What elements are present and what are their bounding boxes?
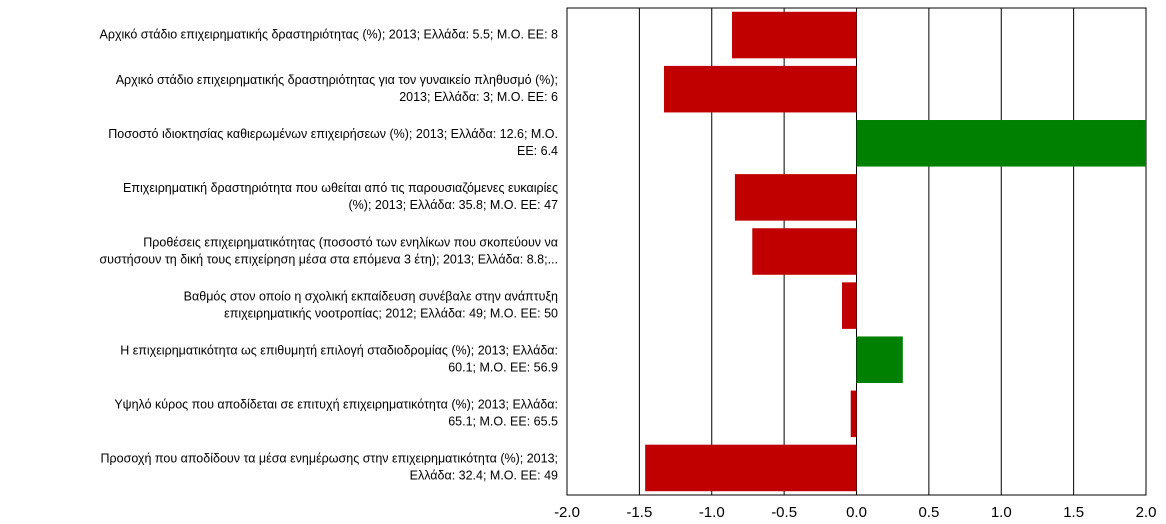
plot-frame	[566, 7, 1147, 496]
bar	[732, 11, 857, 59]
bar	[734, 174, 857, 221]
x-tick-label: 1.5	[1063, 504, 1084, 521]
bar	[752, 228, 857, 275]
bar	[645, 444, 857, 492]
y-tick-label: Ελλάδα: 32.4; Μ.Ο. ΕΕ: 49	[410, 469, 558, 483]
x-tick-label: -2.0	[554, 504, 580, 521]
x-tick-label: 0.0	[846, 504, 867, 521]
y-tick-label: 65.1; Μ.Ο. ΕΕ: 65.5	[448, 415, 558, 429]
y-tick-label: Η επιχειρηματικότητα ως επιθυμητή επιλογ…	[120, 344, 558, 358]
y-tick-label: Προθέσεις επιχειρηματικότητας (ποσοστό τ…	[143, 235, 558, 249]
y-tick-label: Ποσοστό ιδιοκτησίας καθιερωμένων επιχειρ…	[108, 127, 558, 141]
y-tick-label: 2013; Ελλάδα: 3; Μ.Ο. ΕΕ: 6	[399, 90, 558, 104]
x-tick-label: 2.0	[1136, 504, 1157, 521]
y-tick-label: 60.1; Μ.Ο. ΕΕ: 56.9	[448, 361, 558, 375]
y-tick-label: ΕΕ: 6.4	[517, 144, 558, 158]
y-tick-label: (%); 2013; Ελλάδα: 35.8; Μ.Ο. ΕΕ: 47	[349, 198, 559, 212]
bar	[856, 336, 903, 383]
y-tick-label: Υψηλό κύρος που αποδίδεται σε επιτυχή επ…	[114, 398, 558, 412]
bar	[856, 120, 1146, 167]
x-tick-label: -0.5	[771, 504, 797, 521]
y-tick-label: Προσοχή που αποδίδουν τα μέσα ενημέρωσης…	[101, 452, 558, 466]
bar	[850, 390, 857, 438]
bar	[663, 65, 857, 113]
y-tick-label: συστήσουν τη δική τους επιχείρηση μέσα σ…	[99, 252, 558, 266]
y-tick-label: Αρχικό στάδιο επιχειρηματικής δραστηριότ…	[116, 73, 558, 87]
bar	[842, 282, 857, 329]
x-tick-label: -1.5	[626, 504, 652, 521]
y-tick-label: επιχειρηματικής νοοτροπίας; 2012; Ελλάδα…	[224, 306, 558, 320]
x-tick-label: 0.5	[918, 504, 939, 521]
y-tick-label: Αρχικό στάδιο επιχειρηματικής δραστηριότ…	[100, 27, 559, 41]
x-tick-label: -1.0	[699, 504, 725, 521]
x-tick-label: 1.0	[991, 504, 1012, 521]
y-tick-label: Επιχειρηματική δραστηριότητα που ωθείται…	[123, 181, 558, 195]
y-tick-label: Βαθμός στον οποίο η σχολική εκπαίδευση σ…	[184, 289, 558, 303]
